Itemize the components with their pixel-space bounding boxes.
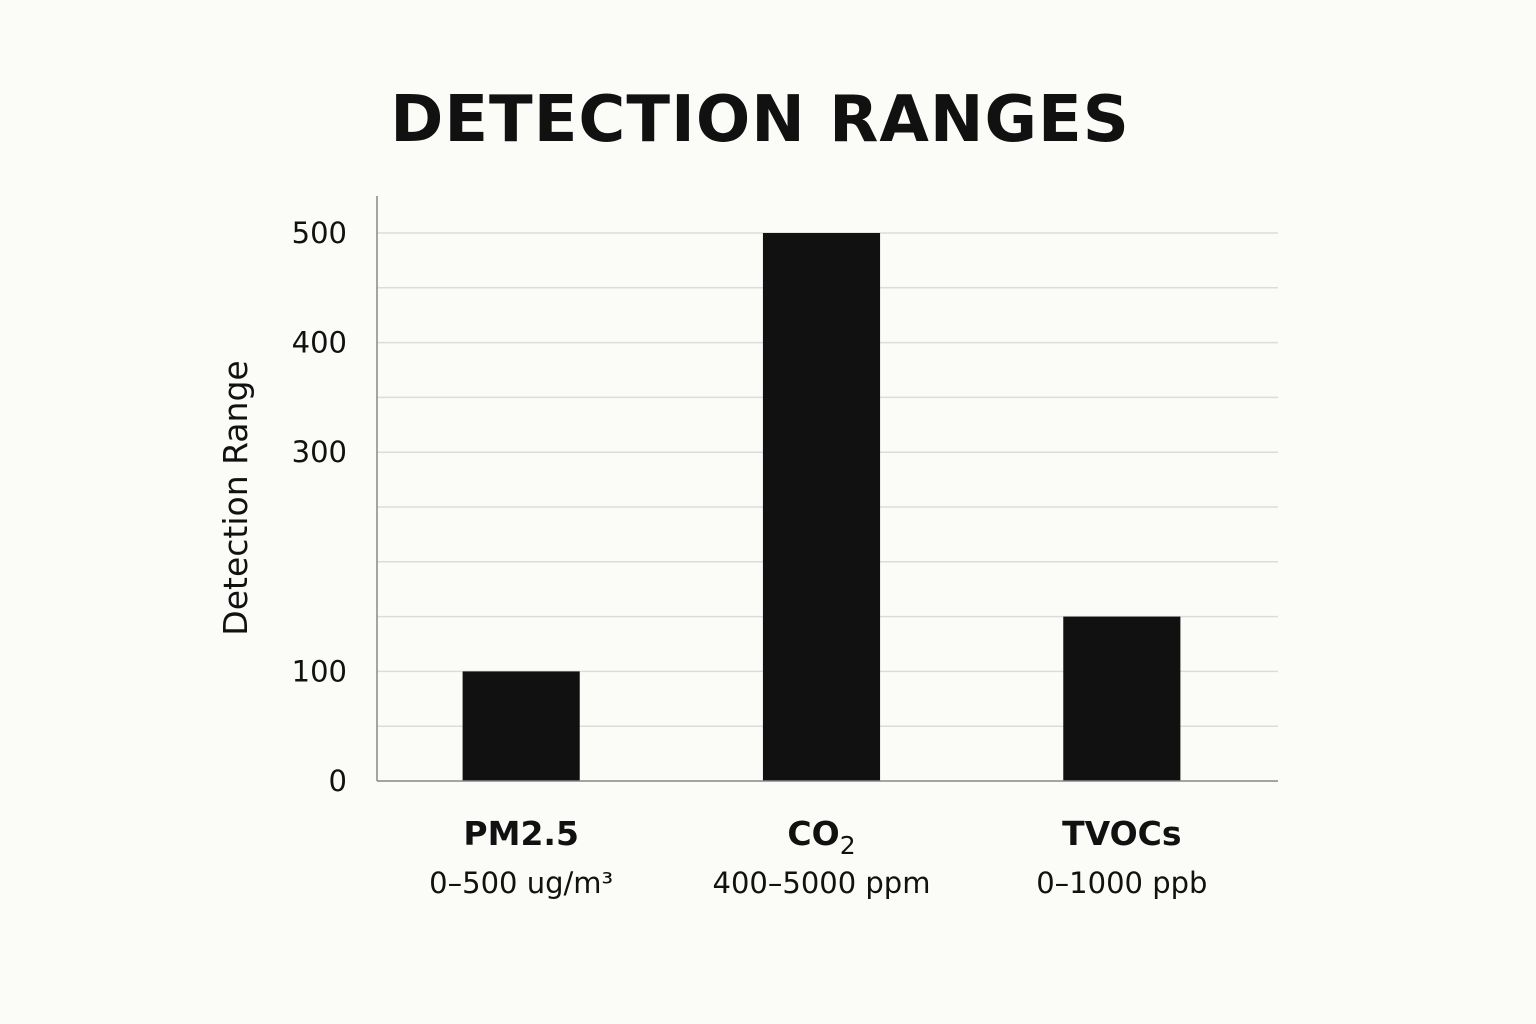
x-category-labels: PM2.5 0–500 ug/m³ CO2 400–5000 ppm TVOCs 0–10… xyxy=(429,814,1207,900)
category-label: CO2 xyxy=(787,814,855,860)
y-tick-label: 0 xyxy=(329,764,347,798)
y-tick-label: 300 xyxy=(292,435,347,469)
category-range-label: 0–500 ug/m³ xyxy=(429,866,613,900)
bar xyxy=(762,233,881,781)
y-tick-label: 500 xyxy=(292,216,347,250)
axes xyxy=(376,196,1278,782)
category-label: PM2.5 xyxy=(463,814,578,853)
y-tick-labels: 0 100 300 400 500 xyxy=(292,216,347,798)
bars xyxy=(462,233,1181,781)
bar xyxy=(1063,616,1181,781)
y-axis-title: Detection Range xyxy=(216,360,255,635)
category-label: TVOCs xyxy=(1062,814,1181,853)
category-range-label: 400–5000 ppm xyxy=(713,866,931,900)
chart-title: DETECTION RANGES xyxy=(390,83,1130,157)
category-range-label: 0–1000 ppb xyxy=(1036,866,1207,900)
y-tick-label: 100 xyxy=(292,654,347,688)
bar xyxy=(462,671,580,781)
y-tick-label: 400 xyxy=(292,326,347,360)
